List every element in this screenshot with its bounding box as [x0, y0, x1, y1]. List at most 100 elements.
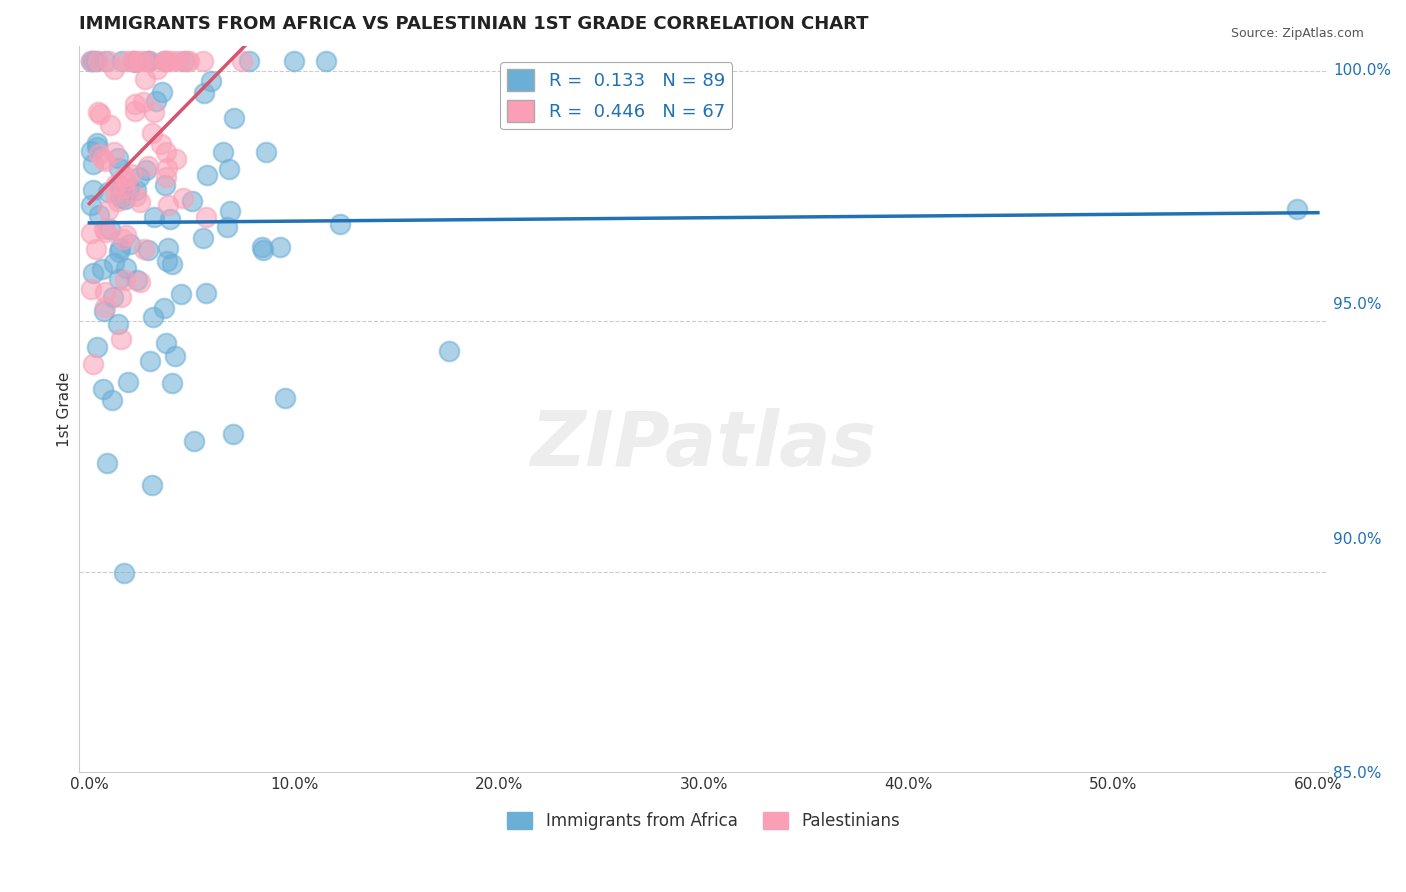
Point [93, 152, 115, 166]
Point [128, 169, 150, 184]
Point [124, 103, 146, 118]
Point [125, 184, 148, 198]
Point [89, 208, 111, 222]
Point [155, 170, 177, 185]
Point [128, 195, 150, 210]
Point [107, 271, 129, 285]
Point [162, 376, 184, 391]
Point [195, 168, 218, 182]
Point [98, 54, 121, 68]
Point [172, 191, 194, 205]
Point [141, 478, 163, 492]
Point [157, 54, 180, 68]
Point [195, 211, 218, 225]
Point [94, 285, 117, 299]
Point [231, 54, 253, 68]
Point [1286, 202, 1309, 216]
Point [107, 318, 129, 332]
Point [93, 300, 115, 314]
Point [82, 358, 104, 372]
Point [97, 202, 120, 217]
Point [132, 54, 155, 68]
Point [167, 54, 190, 68]
Point [120, 167, 142, 181]
Point [101, 393, 124, 408]
Point [252, 243, 274, 257]
Point [221, 427, 243, 442]
Point [136, 54, 159, 68]
Point [120, 237, 142, 252]
Point [254, 145, 277, 160]
Point [117, 375, 139, 389]
Point [122, 54, 145, 68]
Point [103, 145, 125, 159]
Text: IMMIGRANTS FROM AFRICA VS PALESTINIAN 1ST GRADE CORRELATION CHART: IMMIGRANTS FROM AFRICA VS PALESTINIAN 1S… [79, 15, 869, 33]
Text: Source: ZipAtlas.com: Source: ZipAtlas.com [1230, 27, 1364, 40]
Point [98, 222, 121, 236]
Point [110, 241, 132, 255]
Point [110, 54, 132, 68]
Point [110, 332, 132, 346]
Point [80, 54, 103, 68]
Point [114, 193, 136, 207]
Point [89, 146, 111, 161]
Point [159, 211, 181, 226]
Point [250, 240, 273, 254]
Point [329, 217, 352, 231]
Point [200, 74, 222, 88]
Point [238, 54, 260, 68]
Point [86, 140, 108, 154]
Point [215, 220, 238, 235]
Point [114, 260, 136, 275]
Point [212, 145, 235, 159]
Point [153, 178, 176, 192]
Point [145, 94, 167, 108]
Point [162, 54, 184, 68]
Point [107, 194, 129, 208]
Point [153, 301, 176, 316]
Point [218, 161, 240, 176]
Point [222, 111, 245, 125]
Point [80, 54, 103, 68]
Point [176, 54, 198, 68]
Point [127, 273, 149, 287]
Point [121, 54, 143, 68]
Point [315, 54, 337, 68]
Point [80, 282, 103, 296]
Point [104, 186, 127, 200]
Point [107, 151, 129, 165]
Point [136, 54, 159, 68]
Point [124, 55, 146, 70]
Point [115, 173, 138, 187]
Point [141, 127, 163, 141]
Point [128, 54, 150, 68]
Point [191, 231, 214, 245]
Point [114, 169, 136, 183]
Point [138, 244, 160, 258]
Point [90, 261, 112, 276]
Text: ZIPatlas: ZIPatlas [530, 409, 876, 483]
Point [84, 243, 107, 257]
Point [136, 159, 159, 173]
Point [153, 54, 176, 68]
Point [193, 87, 215, 101]
Point [191, 54, 214, 68]
Y-axis label: 1st Grade: 1st Grade [58, 371, 72, 447]
Point [86, 340, 108, 354]
Point [155, 145, 177, 160]
Point [139, 354, 162, 368]
Point [135, 163, 157, 178]
Point [149, 137, 172, 152]
Point [118, 182, 141, 196]
Point [437, 343, 460, 358]
Point [195, 286, 218, 301]
Point [80, 226, 103, 240]
Point [152, 85, 174, 99]
Point [112, 566, 135, 580]
Point [86, 136, 108, 150]
Point [129, 275, 152, 289]
Point [82, 54, 104, 68]
Point [111, 232, 134, 246]
Point [93, 54, 115, 68]
Point [87, 54, 110, 68]
